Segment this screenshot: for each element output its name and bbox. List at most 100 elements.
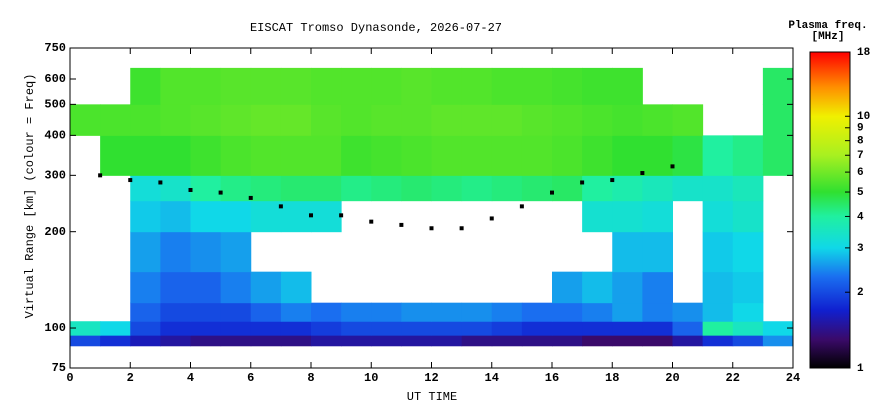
heat-cell xyxy=(642,271,673,304)
heat-cell xyxy=(491,321,523,336)
trace-point xyxy=(278,204,283,209)
heat-cell xyxy=(672,302,704,322)
heat-cell xyxy=(612,200,643,233)
heat-cell xyxy=(341,175,372,202)
heat-cell xyxy=(762,321,794,336)
heat-cell xyxy=(311,321,342,336)
heat-cell xyxy=(672,321,704,336)
heat-cell xyxy=(461,335,493,347)
heat-cell xyxy=(220,231,252,273)
heat-cell xyxy=(552,104,583,136)
trace-point xyxy=(369,219,374,224)
heat-cell xyxy=(341,135,372,176)
heat-cell xyxy=(431,321,463,336)
colorbar-tick-label: 18 xyxy=(857,47,871,59)
heat-cell xyxy=(371,321,402,336)
trace-point xyxy=(489,216,494,221)
heat-cell xyxy=(642,200,673,233)
x-tick-label: 16 xyxy=(545,371,559,385)
heat-cell xyxy=(280,271,312,304)
y-tick-label: 300 xyxy=(44,169,66,183)
heat-cell xyxy=(220,335,252,347)
heat-cell xyxy=(552,321,583,336)
heat-cell xyxy=(190,335,222,347)
heat-cell xyxy=(100,321,131,336)
heat-cell xyxy=(220,67,252,105)
heat-cell xyxy=(582,104,613,136)
heat-cell xyxy=(250,135,282,176)
colorbar-tick-label: 2 xyxy=(857,287,864,299)
heat-cell xyxy=(552,67,583,105)
heat-cell xyxy=(70,335,101,347)
heat-cell xyxy=(521,335,553,347)
colorbar-tick-label: 8 xyxy=(857,136,864,148)
heat-cell xyxy=(190,175,222,202)
heat-cell xyxy=(582,200,613,233)
heat-cell xyxy=(160,335,191,347)
heat-cell xyxy=(160,67,191,105)
heat-cell xyxy=(582,67,613,105)
x-tick-label: 10 xyxy=(364,371,378,385)
trace-point xyxy=(158,180,163,185)
heat-cell xyxy=(642,104,673,136)
heat-cell xyxy=(130,302,161,322)
heat-cell xyxy=(341,104,372,136)
heat-cell xyxy=(220,135,252,176)
heat-cell xyxy=(702,335,734,347)
heat-cell xyxy=(732,271,764,304)
heat-cell xyxy=(491,302,523,322)
heat-cell xyxy=(70,104,101,136)
x-tick-label: 4 xyxy=(187,371,194,385)
heat-cell xyxy=(220,302,252,322)
colorbar-unit: [MHz] xyxy=(811,31,844,43)
heat-cell xyxy=(371,302,402,322)
heat-cell xyxy=(762,335,794,347)
heat-cell xyxy=(702,135,734,176)
heat-cell xyxy=(311,335,342,347)
heat-cell xyxy=(642,135,673,176)
heat-cell xyxy=(280,67,312,105)
heat-cell xyxy=(702,271,734,304)
heat-cell xyxy=(130,271,161,304)
heat-cell xyxy=(431,175,463,202)
heat-cell xyxy=(552,175,583,202)
heat-cell xyxy=(371,135,402,176)
heat-cell xyxy=(190,200,222,233)
heat-cell xyxy=(552,335,583,347)
heat-cell xyxy=(280,302,312,322)
heat-cell xyxy=(431,67,463,105)
heat-cell xyxy=(250,67,282,105)
trace-point xyxy=(429,226,434,231)
heat-cell xyxy=(612,135,643,176)
heat-cell xyxy=(732,231,764,273)
heat-cell xyxy=(130,200,161,233)
trace-point xyxy=(670,164,675,169)
chart-title: EISCAT Tromso Dynasonde, 2026-07-27 xyxy=(250,21,502,35)
heat-cell xyxy=(521,67,553,105)
heat-cell xyxy=(341,321,372,336)
x-tick-label: 20 xyxy=(665,371,679,385)
heat-cell xyxy=(401,302,432,322)
heat-cell xyxy=(280,321,312,336)
x-tick-label: 2 xyxy=(127,371,134,385)
heat-cell xyxy=(130,135,161,176)
heat-cell xyxy=(371,67,402,105)
trace-point xyxy=(188,187,193,192)
x-tick-label: 24 xyxy=(786,371,800,385)
heat-cell xyxy=(401,335,432,347)
heat-cell xyxy=(160,135,191,176)
x-tick-label: 12 xyxy=(424,371,438,385)
x-tick-label: 8 xyxy=(307,371,314,385)
heat-cell xyxy=(341,302,372,322)
y-tick-label: 600 xyxy=(44,72,66,86)
heat-cell xyxy=(250,175,282,202)
trace-point xyxy=(580,180,585,185)
heat-cell xyxy=(401,67,432,105)
heat-cell xyxy=(672,175,704,202)
heat-cell xyxy=(521,321,553,336)
heat-cell xyxy=(552,135,583,176)
heat-cell xyxy=(431,135,463,176)
heat-cell xyxy=(160,175,191,202)
y-tick-label: 200 xyxy=(44,225,66,239)
heat-cell xyxy=(311,135,342,176)
